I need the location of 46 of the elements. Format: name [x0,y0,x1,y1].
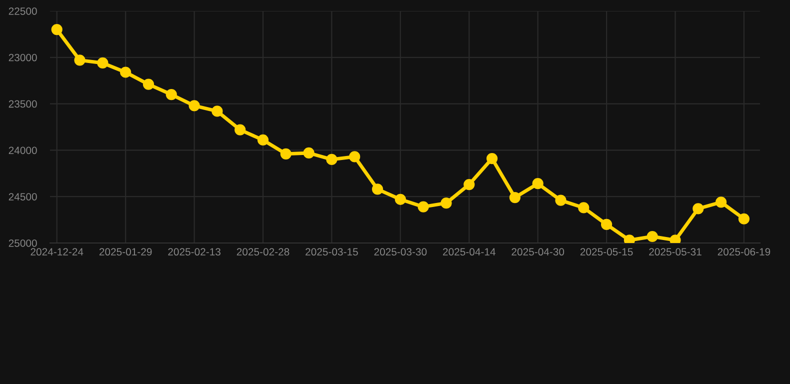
x-tick-label: 2025-03-15 [306,248,358,256]
point [532,178,544,190]
point [738,213,750,224]
x-tick-label: 2025-02-13 [168,248,220,256]
point [555,194,566,206]
point [142,78,154,90]
y-tick-label: 22500 [8,8,37,15]
x-tick-label: 2025-01-29 [99,248,152,256]
point [716,196,727,208]
x-tick-label: 2025-05-15 [580,248,633,256]
y-tick-label: 23000 [8,54,37,62]
y-tick-label: 24000 [8,146,37,154]
point [51,24,62,36]
point [440,198,452,209]
point [257,134,269,146]
point [418,201,429,212]
point [646,230,658,242]
x-tick-label: 2025-05-31 [649,248,702,256]
x-tick-label: 2024-12-24 [30,248,84,256]
x-tick-label: 2025-02-28 [236,248,290,256]
point [372,184,384,195]
point [234,124,246,136]
point [212,106,223,117]
point [464,178,475,190]
point [120,66,132,78]
point [303,147,314,159]
point [97,57,108,69]
point [578,202,590,214]
point [280,148,292,160]
point [326,154,338,166]
x-tick-label: 2025-03-30 [374,248,427,256]
y-tick-label: 25000 [8,240,37,247]
x-tick-label: 2025-04-30 [512,248,564,256]
y-tick-label: 24500 [8,193,37,200]
point [74,54,86,66]
point [188,100,200,112]
point [349,151,360,162]
point [486,152,498,164]
x-tick-label: 2025-06-19 [718,248,770,256]
point [692,203,704,214]
point [166,88,177,100]
x-tick-label: 2025-04-14 [443,248,496,256]
point [509,192,520,204]
y-tick-label: 23500 [8,100,37,108]
point [394,194,406,205]
point [600,218,612,230]
